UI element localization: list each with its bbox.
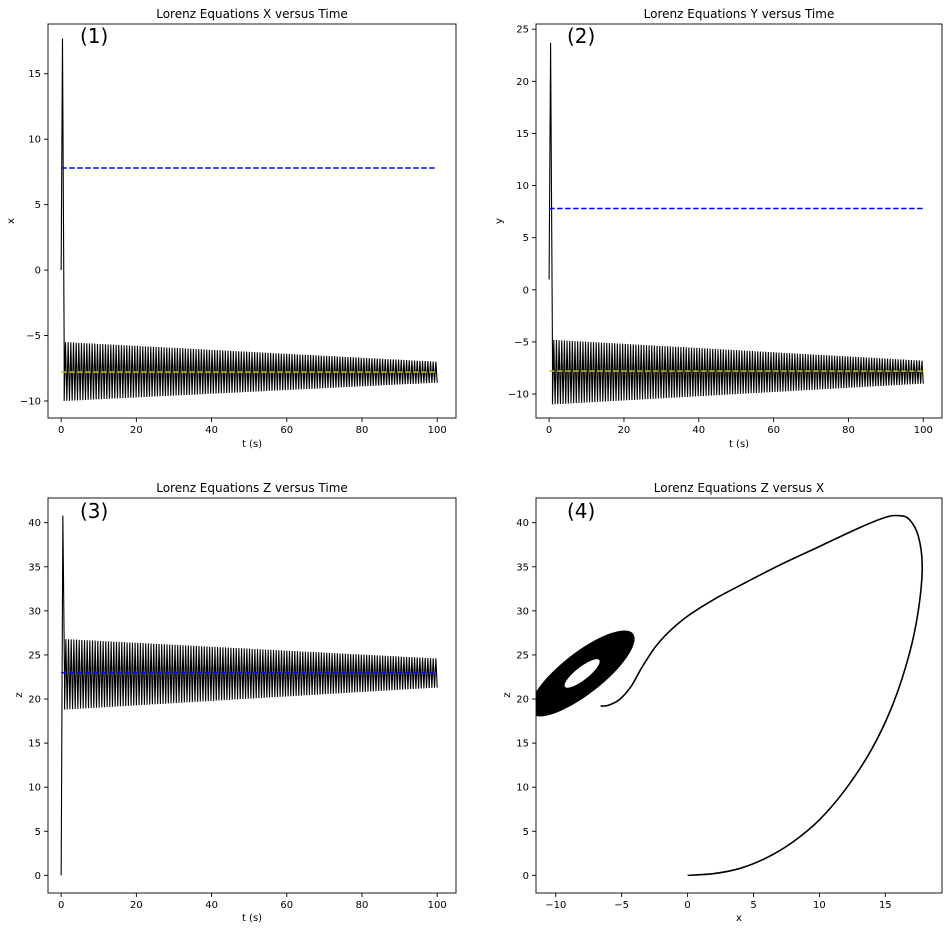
y-tick-label: −5 bbox=[514, 337, 529, 348]
x-tick-label: 100 bbox=[428, 900, 447, 911]
x-tick-label: −5 bbox=[614, 900, 629, 911]
y-tick-label: 0 bbox=[523, 871, 529, 882]
y-tick-label: 40 bbox=[28, 518, 41, 529]
chart-title: Lorenz Equations Z versus X bbox=[654, 481, 824, 495]
y-tick-label: 15 bbox=[516, 739, 529, 750]
x-tick-label: 80 bbox=[842, 425, 855, 436]
y-tick-label: 20 bbox=[28, 695, 41, 706]
x-tick-label: 20 bbox=[618, 425, 631, 436]
axes-frame bbox=[47, 497, 457, 894]
plot-area bbox=[548, 42, 924, 405]
chart-title: Lorenz Equations Z versus Time bbox=[156, 481, 348, 495]
data-series-line bbox=[60, 38, 438, 401]
axes-frame bbox=[535, 497, 943, 894]
x-tick-label: 5 bbox=[750, 900, 756, 911]
x-tick-label: 10 bbox=[813, 900, 826, 911]
x-tick-label: 40 bbox=[692, 425, 705, 436]
panel-y-vs-time: Lorenz Equations Y versus Time (2) t (s)… bbox=[494, 7, 943, 450]
panel-label: (3) bbox=[80, 499, 108, 523]
y-tick-label: 35 bbox=[28, 562, 41, 573]
plot-area bbox=[60, 515, 438, 876]
x-tick-label: 40 bbox=[205, 425, 218, 436]
y-tick-label: 10 bbox=[516, 783, 529, 794]
y-tick-label: 5 bbox=[35, 200, 41, 211]
y-tick-label: 30 bbox=[516, 606, 529, 617]
x-tick-label: −10 bbox=[545, 900, 566, 911]
data-series-line bbox=[548, 42, 924, 405]
x-axis-label: x bbox=[736, 913, 742, 924]
y-tick-label: −5 bbox=[26, 331, 41, 342]
y-tick-label: 30 bbox=[28, 606, 41, 617]
x-tick-label: 60 bbox=[767, 425, 780, 436]
y-tick-label: 0 bbox=[35, 871, 41, 882]
x-tick-label: 0 bbox=[58, 425, 64, 436]
y-tick-label: 5 bbox=[523, 827, 529, 838]
x-tick-label: 100 bbox=[428, 425, 447, 436]
y-tick-label: 5 bbox=[35, 827, 41, 838]
plot-area bbox=[60, 38, 438, 401]
y-tick-label: 0 bbox=[523, 285, 529, 296]
panel-label: (1) bbox=[80, 24, 108, 48]
y-tick-label: 10 bbox=[28, 135, 41, 146]
x-tick-label: 15 bbox=[879, 900, 892, 911]
y-tick-label: 25 bbox=[516, 650, 529, 661]
y-axis-label: z bbox=[502, 692, 513, 697]
x-tick-label: 60 bbox=[280, 900, 293, 911]
chart-title: Lorenz Equations X versus Time bbox=[156, 7, 348, 21]
x-tick-label: 0 bbox=[546, 425, 552, 436]
data-series-line bbox=[60, 515, 438, 876]
y-tick-label: 10 bbox=[516, 181, 529, 192]
y-axis-label: x bbox=[6, 218, 17, 224]
panel-label: (2) bbox=[567, 24, 595, 48]
attractor-ring bbox=[536, 630, 635, 717]
y-tick-label: 5 bbox=[523, 233, 529, 244]
y-tick-label: 20 bbox=[516, 77, 529, 88]
panel-x-vs-time: Lorenz Equations X versus Time (1) t (s)… bbox=[6, 7, 457, 450]
panel-label: (4) bbox=[567, 499, 595, 523]
x-axis-label: t (s) bbox=[729, 439, 749, 450]
x-tick-label: 80 bbox=[356, 425, 369, 436]
y-tick-label: 25 bbox=[516, 25, 529, 36]
y-tick-label: 25 bbox=[28, 650, 41, 661]
y-tick-label: 0 bbox=[35, 266, 41, 277]
x-tick-label: 80 bbox=[356, 900, 369, 911]
y-tick-label: −10 bbox=[20, 396, 41, 407]
y-tick-label: 40 bbox=[516, 518, 529, 529]
axes-frame bbox=[535, 23, 943, 419]
x-tick-label: 40 bbox=[205, 900, 218, 911]
x-tick-label: 20 bbox=[130, 900, 143, 911]
y-tick-label: 10 bbox=[28, 783, 41, 794]
axes-frame bbox=[47, 23, 457, 419]
trajectory-line bbox=[600, 514, 924, 877]
panel-z-vs-x: Lorenz Equations Z versus X (4) x z −10 −… bbox=[502, 481, 943, 924]
y-tick-label: 15 bbox=[28, 739, 41, 750]
y-tick-label: 20 bbox=[516, 695, 529, 706]
x-axis-label: t (s) bbox=[242, 913, 262, 924]
y-tick-label: 35 bbox=[516, 562, 529, 573]
y-axis-label: y bbox=[494, 218, 505, 224]
x-tick-label: 100 bbox=[914, 425, 933, 436]
y-tick-label: 15 bbox=[28, 69, 41, 80]
y-tick-label: −10 bbox=[508, 390, 529, 401]
x-tick-label: 20 bbox=[130, 425, 143, 436]
x-tick-label: 0 bbox=[684, 900, 690, 911]
x-tick-label: 0 bbox=[58, 900, 64, 911]
y-axis-label: z bbox=[14, 692, 25, 697]
chart-title: Lorenz Equations Y versus Time bbox=[644, 7, 835, 21]
x-tick-label: 60 bbox=[280, 425, 293, 436]
y-tick-label: 15 bbox=[516, 129, 529, 140]
x-axis-label: t (s) bbox=[242, 439, 262, 450]
panel-z-vs-time: Lorenz Equations Z versus Time (3) t (s)… bbox=[14, 481, 457, 924]
plot-area bbox=[536, 514, 924, 877]
